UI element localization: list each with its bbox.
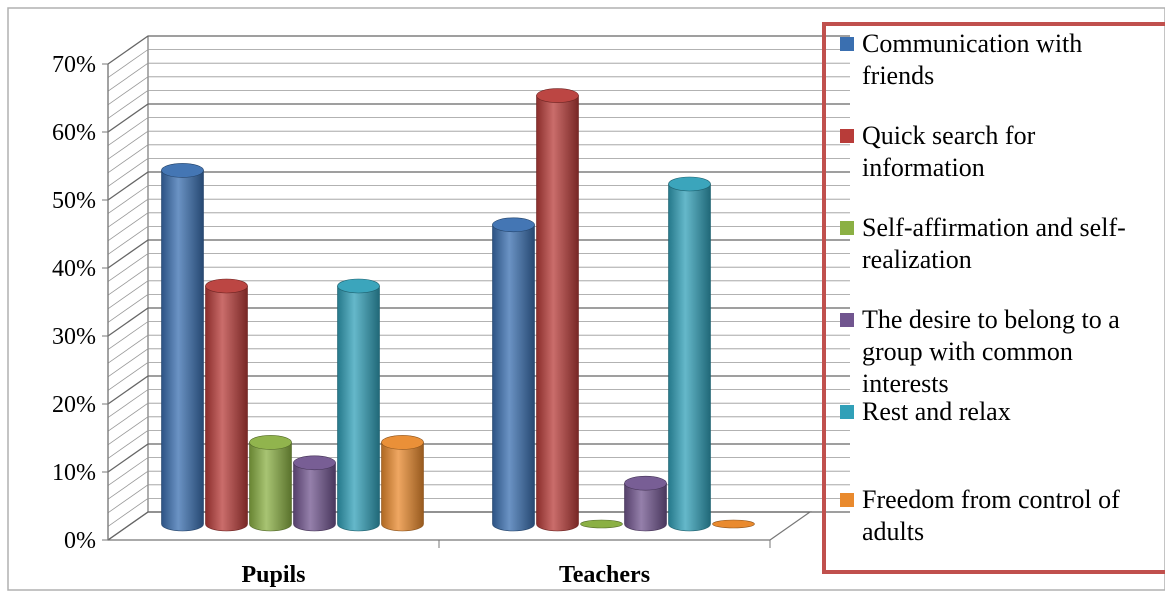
y-tick-label: 0% xyxy=(64,528,96,554)
minor-gridline xyxy=(107,212,850,242)
y-axis: 0% 10% 20% 30% 40% 50% 60% 70% xyxy=(52,52,109,554)
x-category-label: Teachers xyxy=(559,562,650,588)
minor-gridline xyxy=(107,429,850,459)
bar-body xyxy=(161,170,204,532)
bar-body xyxy=(668,183,711,532)
legend-item-freedom: Freedom from control of adults xyxy=(840,484,1160,548)
legend-swatch xyxy=(840,129,854,143)
major-gridline xyxy=(107,307,850,337)
minor-gridline xyxy=(107,144,850,174)
legend-swatch xyxy=(840,313,854,327)
bar-top xyxy=(492,217,535,233)
minor-gridline xyxy=(107,389,850,418)
major-gridline xyxy=(107,375,850,405)
legend: Communication with friends Quick search … xyxy=(822,22,1165,574)
legend-label: Rest and relax xyxy=(862,397,1011,426)
major-gridline xyxy=(107,103,850,133)
major-gridline xyxy=(107,443,850,473)
y-tick-label: 70% xyxy=(52,52,96,78)
legend-swatch xyxy=(840,221,854,235)
legend-swatch xyxy=(840,405,854,419)
minor-gridline xyxy=(107,185,850,214)
major-gridline xyxy=(107,239,850,269)
chart-border xyxy=(7,7,1165,591)
bar-body xyxy=(492,224,535,532)
bar-body xyxy=(249,442,292,532)
bars xyxy=(161,88,755,532)
bar-top xyxy=(161,163,204,178)
minor-gridline xyxy=(107,348,850,378)
bar-zero xyxy=(712,519,755,529)
minor-gridline xyxy=(107,280,850,310)
bar-top xyxy=(624,475,667,491)
minor-gridline xyxy=(107,293,850,323)
bar-top xyxy=(205,278,248,294)
bar-zero xyxy=(580,519,623,529)
bar-top xyxy=(536,88,579,103)
minor-gridline xyxy=(107,361,850,391)
bar-body xyxy=(381,442,424,532)
minor-gridline xyxy=(107,497,850,527)
bar-top xyxy=(249,435,292,450)
major-gridline xyxy=(107,511,850,541)
minor-gridline xyxy=(107,117,850,146)
legend-swatch xyxy=(840,37,854,51)
bar-top xyxy=(381,435,424,450)
legend-item-quick-search: Quick search for information xyxy=(840,120,1160,184)
gridlines xyxy=(107,35,850,541)
major-gridline xyxy=(107,171,850,201)
bar-body xyxy=(337,285,380,532)
legend-label: Self-affirmation and self-realization xyxy=(862,213,1126,274)
minor-gridline xyxy=(107,470,850,500)
minor-gridline xyxy=(107,402,850,432)
legend-label: The desire to belong to a group with com… xyxy=(862,305,1120,398)
bar-body xyxy=(293,462,336,532)
bar-top xyxy=(668,176,711,192)
legend-swatch xyxy=(840,493,854,507)
minor-gridline xyxy=(107,62,850,92)
minor-gridline xyxy=(107,225,850,255)
minor-gridline xyxy=(107,49,850,78)
legend-label: Freedom from control of adults xyxy=(862,485,1120,546)
minor-gridline xyxy=(107,198,850,228)
bar-body xyxy=(536,95,579,532)
x-axis: Pupils Teachers xyxy=(241,540,771,588)
minor-gridline xyxy=(107,416,850,446)
legend-item-rest-and-relax: Rest and relax xyxy=(840,396,1160,428)
legend-label: Communication with friends xyxy=(862,29,1083,90)
bar-top xyxy=(293,455,336,471)
minor-gridline xyxy=(107,321,850,350)
minor-gridline xyxy=(107,457,850,486)
y-tick-label: 40% xyxy=(52,256,96,282)
minor-gridline xyxy=(107,266,850,296)
legend-item-desire-to-belong: The desire to belong to a group with com… xyxy=(840,304,1160,400)
y-tick-label: 20% xyxy=(52,392,96,418)
legend-label: Quick search for information xyxy=(862,121,1036,182)
legend-item-communication: Communication with friends xyxy=(840,28,1160,92)
y-tick-label: 30% xyxy=(52,324,96,350)
y-tick-label: 50% xyxy=(52,188,96,214)
minor-gridline xyxy=(107,90,850,119)
minor-gridline xyxy=(107,157,850,187)
minor-gridline xyxy=(107,334,850,364)
major-gridline xyxy=(107,35,850,65)
x-category-label: Pupils xyxy=(241,562,305,588)
legend-item-self-affirmation: Self-affirmation and self-realization xyxy=(840,212,1160,276)
minor-gridline xyxy=(107,76,850,106)
minor-gridline xyxy=(107,253,850,282)
bar-top xyxy=(337,278,380,294)
minor-gridline xyxy=(107,130,850,160)
y-tick-label: 60% xyxy=(52,120,96,146)
bar-body xyxy=(205,285,248,532)
minor-gridline xyxy=(107,484,850,514)
bar-body xyxy=(624,482,667,532)
y-tick-label: 10% xyxy=(52,460,96,486)
